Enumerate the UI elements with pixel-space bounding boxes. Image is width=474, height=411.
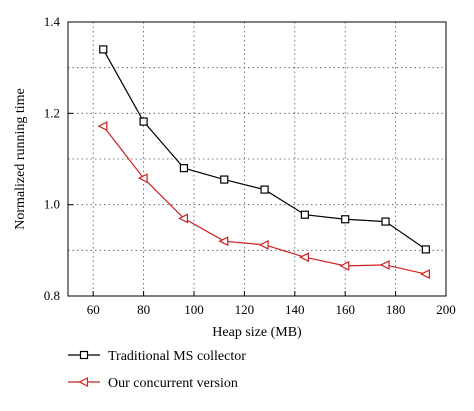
data-point — [299, 252, 309, 263]
x-tick-label: 140 — [285, 302, 305, 317]
y-tick-label: 1.0 — [44, 197, 60, 212]
series-line — [102, 125, 426, 275]
x-tick-label: 60 — [87, 302, 100, 317]
data-point — [300, 210, 309, 219]
series-line — [102, 49, 427, 250]
data-point — [421, 245, 430, 254]
legend-item-concurrent: Our concurrent version — [68, 376, 238, 391]
data-point — [137, 173, 148, 184]
data-point — [341, 215, 350, 224]
series-0 — [99, 45, 430, 254]
data-point — [139, 117, 148, 126]
grid — [68, 22, 446, 296]
legend-label-traditional: Traditional MS collector — [108, 349, 246, 364]
y-tick-label: 1.2 — [44, 105, 60, 120]
x-tick-label: 180 — [386, 302, 406, 317]
plot-frame — [67, 21, 447, 297]
y-tick-label: 0.8 — [44, 288, 60, 303]
x-tick-label: 80 — [137, 302, 150, 317]
legend-item-traditional: Traditional MS collector — [68, 349, 246, 364]
x-tick-label: 160 — [335, 302, 355, 317]
data-point — [97, 121, 108, 132]
legend-marker-shape — [78, 377, 89, 387]
data-point — [99, 45, 108, 54]
legend-marker-shape — [79, 350, 89, 360]
data-point — [178, 213, 189, 224]
axis-ticks: 60 80 100 120 140 160 180 200 0.8 1.0 1.2 1.4 — [44, 14, 456, 317]
data-point — [339, 260, 350, 271]
x-tick-label: 100 — [184, 302, 204, 317]
data-point — [258, 239, 269, 250]
x-axis-title: Heap size (MB) — [212, 325, 302, 340]
x-tick-label: 200 — [436, 302, 456, 317]
legend: Traditional MS collector Our concurrent … — [68, 349, 246, 391]
y-tick-label: 1.4 — [44, 14, 61, 29]
data-point — [260, 185, 269, 194]
legend-marker-traditional — [79, 350, 89, 360]
data-point — [220, 175, 229, 184]
data-point — [381, 217, 390, 226]
data-point — [379, 259, 390, 270]
series-lines — [97, 45, 430, 280]
series-1 — [97, 121, 430, 280]
y-axis-title: Normalized running time — [13, 88, 28, 230]
legend-marker-concurrent — [78, 377, 89, 387]
legend-label-concurrent: Our concurrent version — [108, 376, 238, 391]
x-tick-label: 120 — [235, 302, 255, 317]
data-point — [218, 236, 229, 247]
data-point — [419, 269, 430, 280]
data-point — [179, 164, 189, 173]
